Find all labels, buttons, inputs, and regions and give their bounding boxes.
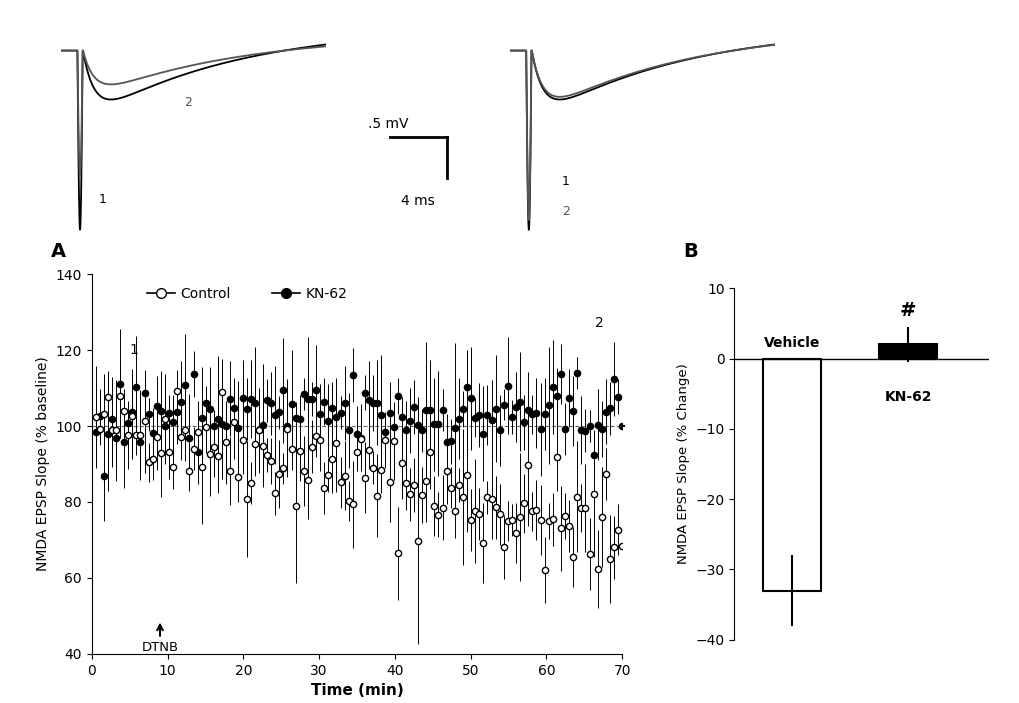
Bar bbox=[762, 359, 820, 591]
Text: .5 mV: .5 mV bbox=[368, 117, 409, 131]
Text: 4 ms: 4 ms bbox=[400, 194, 435, 208]
Bar bbox=[878, 344, 936, 359]
Legend: Control, KN-62: Control, KN-62 bbox=[141, 281, 353, 307]
Y-axis label: NMDA EPSP Slope (% Change): NMDA EPSP Slope (% Change) bbox=[677, 363, 689, 565]
Text: B: B bbox=[683, 242, 697, 261]
Text: 1: 1 bbox=[99, 193, 107, 206]
Text: DTNB: DTNB bbox=[142, 640, 178, 654]
Text: A: A bbox=[51, 242, 66, 261]
Text: 2: 2 bbox=[184, 96, 192, 109]
Text: 1: 1 bbox=[129, 343, 138, 357]
Text: 2: 2 bbox=[561, 205, 570, 219]
Text: 2: 2 bbox=[594, 316, 603, 330]
Text: #: # bbox=[899, 301, 916, 320]
Text: Vehicle: Vehicle bbox=[763, 336, 819, 350]
Text: KN-62: KN-62 bbox=[883, 390, 931, 404]
Y-axis label: NMDA EPSP Slope (% baseline): NMDA EPSP Slope (% baseline) bbox=[36, 356, 50, 572]
Text: 1: 1 bbox=[561, 175, 570, 188]
X-axis label: Time (min): Time (min) bbox=[311, 683, 403, 698]
